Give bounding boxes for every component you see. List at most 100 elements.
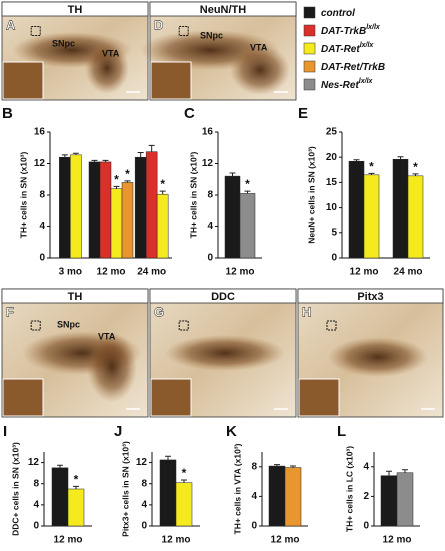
bar bbox=[363, 174, 380, 259]
panel-header bbox=[149, 1, 297, 17]
x-tick-label: 12 mo bbox=[54, 535, 83, 546]
y-tick-label: 2 bbox=[363, 491, 369, 502]
x-tick-label: 12 mo bbox=[162, 535, 191, 546]
inset-box bbox=[178, 26, 189, 36]
image-panel: NeuN/TH D SNpc VTA bbox=[140, 1, 297, 101]
y-tick-label: 4 bbox=[39, 221, 45, 232]
region-label: SNpc bbox=[57, 319, 80, 329]
region-label: VTA bbox=[250, 42, 268, 52]
inset bbox=[2, 61, 44, 100]
image-panel: Pitx3 H bbox=[297, 288, 444, 418]
y-tick-label: 0 bbox=[33, 521, 39, 532]
inset-box bbox=[326, 320, 337, 331]
error-bar bbox=[73, 485, 79, 489]
bar bbox=[284, 467, 302, 527]
y-tick-label: 4 bbox=[141, 499, 147, 510]
legend-name: DAT-Ret bbox=[321, 44, 360, 55]
y-axis-label: Pitx3+ cells in SN (x10³) bbox=[120, 441, 130, 537]
y-tick-label: 12 bbox=[202, 158, 214, 169]
legend-swatch bbox=[303, 6, 316, 19]
region-label: VTA bbox=[98, 331, 116, 341]
error-bar bbox=[165, 455, 171, 460]
y-tick-label: 0 bbox=[251, 521, 257, 532]
panel-header bbox=[1, 288, 149, 304]
bar bbox=[348, 160, 365, 259]
inset-box bbox=[178, 320, 189, 331]
bar bbox=[224, 175, 241, 259]
error-bar bbox=[353, 159, 360, 162]
y-tick-label: 4 bbox=[363, 461, 369, 472]
legend-name: DAT-TrkB bbox=[321, 26, 366, 37]
y-tick-label: 8 bbox=[207, 190, 213, 201]
y-tick-label: 0 bbox=[331, 253, 337, 264]
error-bar bbox=[244, 190, 251, 194]
y-axis-label: DDC+ cells in SN (x10³) bbox=[10, 442, 20, 536]
panel-header bbox=[1, 1, 149, 17]
panel-letter: B bbox=[2, 105, 13, 122]
y-axis-label: TH+ cells in SN (x10³) bbox=[188, 151, 198, 238]
bar bbox=[159, 459, 177, 527]
image-panel: DDC G bbox=[149, 288, 297, 418]
y-tick-label: 20 bbox=[326, 152, 338, 163]
region-label: SNpc bbox=[200, 30, 223, 40]
significance-mark: * bbox=[125, 167, 130, 181]
bar bbox=[88, 161, 101, 259]
legend-swatch bbox=[303, 24, 316, 37]
x-tick-label: 24 mo bbox=[137, 267, 166, 278]
x-tick-label: 12 mo bbox=[383, 535, 412, 546]
error-bar bbox=[72, 152, 79, 155]
bar bbox=[99, 161, 112, 259]
error-bar bbox=[113, 185, 120, 189]
y-axis-label: TH+ cells in SN (x10³) bbox=[18, 151, 28, 238]
legend-label: DAT-Retlx/lx bbox=[321, 42, 374, 55]
error-bar bbox=[412, 173, 419, 176]
x-tick-label: 24 mo bbox=[394, 267, 423, 278]
error-bar bbox=[368, 172, 375, 175]
bar bbox=[51, 467, 69, 527]
y-axis-label: NeuN+ cells in SN (x10³) bbox=[306, 146, 316, 244]
bar bbox=[121, 182, 134, 259]
stain-region bbox=[328, 337, 428, 377]
panel-letter: G bbox=[154, 304, 164, 319]
panel-header bbox=[149, 288, 297, 304]
panel-letter: E bbox=[298, 105, 308, 122]
y-tick-label: 4 bbox=[251, 491, 257, 502]
error-bar bbox=[290, 465, 296, 468]
panel-letter: I bbox=[3, 423, 7, 440]
bar bbox=[156, 193, 169, 259]
panel-letter: D bbox=[154, 17, 163, 32]
x-tick-label: 12 mo bbox=[350, 267, 379, 278]
y-tick-label: 8 bbox=[251, 461, 257, 472]
legend-label: Nes-Retlx/lx bbox=[321, 78, 374, 91]
inset-box bbox=[30, 320, 41, 331]
stain-region bbox=[230, 45, 290, 95]
x-tick-label: 12 mo bbox=[226, 267, 255, 278]
significance-mark: * bbox=[114, 173, 119, 187]
stain-region bbox=[165, 335, 285, 371]
stain-region bbox=[85, 42, 129, 94]
inset bbox=[2, 378, 44, 417]
bar bbox=[70, 154, 82, 259]
error-bar bbox=[137, 151, 144, 158]
bar bbox=[380, 475, 398, 527]
y-tick-label: 10 bbox=[326, 202, 338, 213]
legend-swatch bbox=[303, 60, 316, 73]
stain-region bbox=[87, 332, 137, 402]
bar bbox=[175, 482, 193, 527]
panel-title: DDC bbox=[211, 291, 235, 303]
y-tick-label: 4 bbox=[33, 499, 39, 510]
panel-title: TH bbox=[68, 291, 83, 303]
x-tick-label: 3 mo bbox=[59, 267, 82, 278]
y-tick-label: 0 bbox=[141, 521, 147, 532]
inset bbox=[298, 378, 340, 417]
bar bbox=[239, 193, 256, 259]
x-tick-label: 12 mo bbox=[271, 535, 300, 546]
error-bar bbox=[397, 156, 404, 160]
significance-mark: * bbox=[182, 466, 187, 480]
panel-letter: H bbox=[302, 304, 311, 319]
significance-mark: * bbox=[245, 177, 250, 191]
panel-letter: K bbox=[226, 423, 237, 440]
bar bbox=[110, 188, 123, 259]
bar bbox=[392, 158, 409, 259]
y-tick-label: 15 bbox=[326, 177, 338, 188]
